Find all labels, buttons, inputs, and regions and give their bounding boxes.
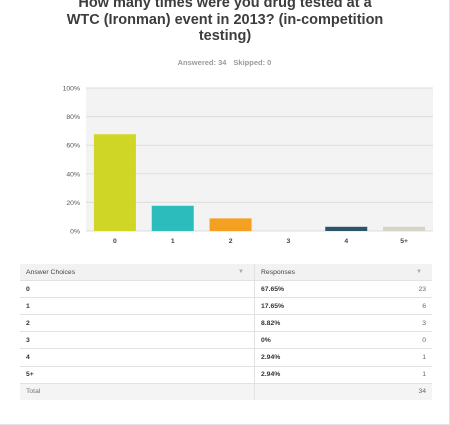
total-count: 34 <box>418 388 426 396</box>
answer-choices-header[interactable]: Answer Choices ▼ <box>20 264 255 282</box>
skipped-count: Skipped: 0 <box>233 58 272 67</box>
table-header-row: Answer Choices ▼ Responses ▼ <box>20 264 432 282</box>
percent-value: 0% <box>261 336 271 344</box>
table-row: 2 8.82% 3 <box>20 314 432 333</box>
responses-header[interactable]: Responses ▼ <box>254 264 432 282</box>
total-cell: 34 <box>254 383 432 400</box>
response-cell: 2.94% 1 <box>254 348 432 367</box>
x-tick-label: 5+ <box>400 238 408 245</box>
choice-cell: 1 <box>20 297 255 316</box>
choice-cell: 3 <box>20 331 255 350</box>
bar <box>209 218 252 231</box>
count-value: 1 <box>422 354 426 362</box>
x-tick-label: 0 <box>113 238 117 245</box>
y-tick-label: 100% <box>63 86 80 93</box>
y-tick-label: 0% <box>70 229 80 236</box>
bar <box>325 226 368 231</box>
response-stats: Answered: 34 Skipped: 0 <box>0 58 449 67</box>
bar-chart: 0% 20% 40% 60% 80% 100% 0 1 2 3 4 5+ <box>63 86 433 245</box>
count-value: 23 <box>418 285 426 293</box>
response-cell: 2.94% 1 <box>254 366 432 384</box>
table-row: 1 17.65% 6 <box>20 297 432 316</box>
total-label: Total <box>20 383 255 400</box>
x-tick-label: 1 <box>171 238 175 245</box>
choice-cell: 4 <box>20 348 255 367</box>
table-total-row: Total 34 <box>20 383 432 400</box>
y-tick-label: 20% <box>66 200 80 207</box>
x-tick-label: 3 <box>287 238 291 245</box>
percent-value: 2.94% <box>261 371 281 379</box>
count-value: 1 <box>422 371 426 379</box>
percent-value: 17.65% <box>261 302 285 310</box>
y-tick-label: 40% <box>66 171 80 178</box>
x-tick-label: 2 <box>229 238 233 245</box>
response-cell: 8.82% 3 <box>254 314 432 333</box>
y-tick-label: 60% <box>66 143 80 150</box>
choice-cell: 2 <box>20 314 255 333</box>
choice-cell: 0 <box>20 280 255 299</box>
response-cell: 0% 0 <box>254 331 432 350</box>
responses-table: Answer Choices ▼ Responses ▼ 0 67.65% 23 … <box>20 264 432 400</box>
bar <box>93 134 136 231</box>
table-row: 5+ 2.94% 1 <box>20 366 432 384</box>
bar <box>383 226 426 231</box>
y-tick-label: 80% <box>66 114 80 121</box>
chevron-down-icon: ▼ <box>238 268 244 275</box>
table-row: 4 2.94% 1 <box>20 348 432 367</box>
answered-count: Answered: 34 <box>177 58 227 67</box>
plot-area <box>86 88 433 231</box>
table-row: 3 0% 0 <box>20 331 432 350</box>
percent-value: 8.82% <box>261 319 281 327</box>
bar <box>151 205 194 231</box>
count-value: 0 <box>422 336 426 344</box>
table-row: 0 67.65% 23 <box>20 280 432 299</box>
count-value: 6 <box>422 302 426 310</box>
chevron-down-icon: ▼ <box>416 268 422 275</box>
question-title: How many times were you drug tested at a… <box>66 0 384 44</box>
response-cell: 17.65% 6 <box>254 297 432 316</box>
x-tick-label: 4 <box>344 238 348 245</box>
percent-value: 67.65% <box>261 285 285 293</box>
percent-value: 2.94% <box>261 354 281 362</box>
choice-cell: 5+ <box>20 366 255 384</box>
count-value: 3 <box>422 319 426 327</box>
response-cell: 67.65% 23 <box>254 280 432 299</box>
